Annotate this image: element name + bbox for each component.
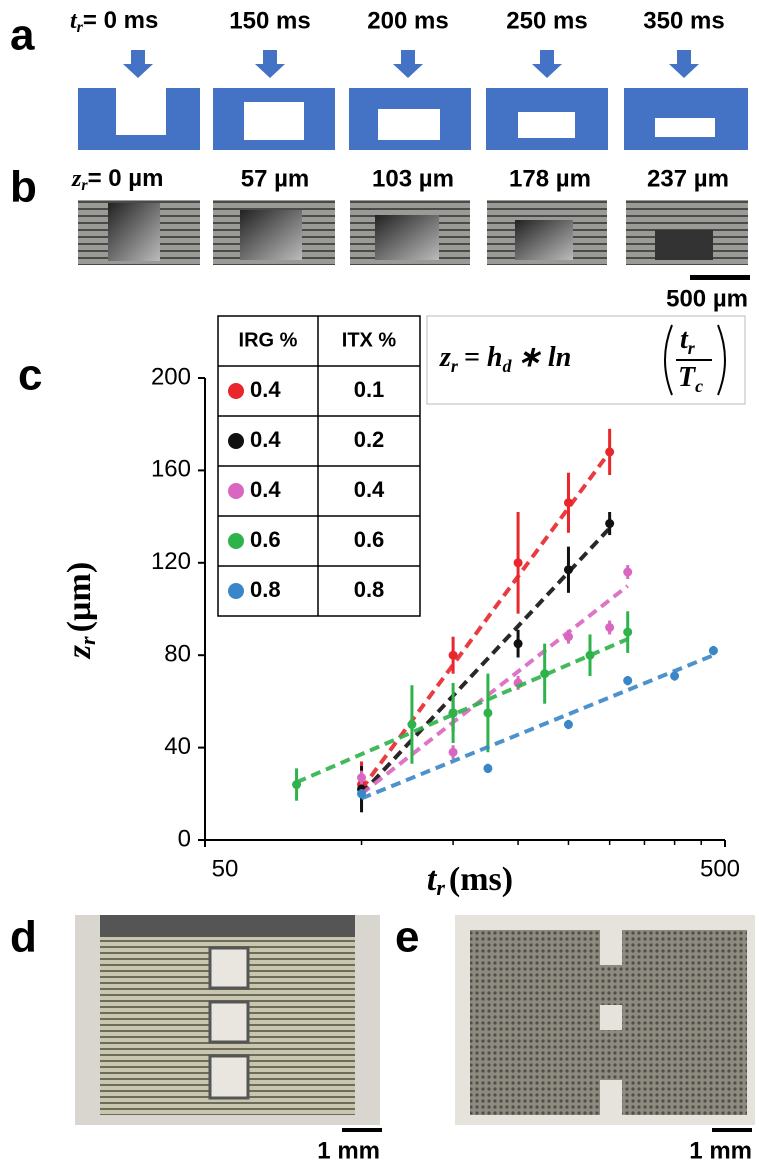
data-point <box>483 763 493 773</box>
data-point <box>513 639 523 649</box>
data-point <box>605 519 615 529</box>
data-point <box>357 789 367 799</box>
formula-text: zr = hd ∗ ln <box>439 342 571 376</box>
data-point <box>448 747 458 757</box>
formula: zr = hd ∗ ln tr Tc <box>439 324 726 396</box>
x-tick-label: 50 <box>212 855 239 882</box>
data-point <box>623 627 633 637</box>
legend-swatch <box>228 533 244 549</box>
legend-swatch <box>228 583 244 599</box>
scale-bar <box>712 1128 752 1132</box>
scale-label: 1 mm <box>317 1137 380 1164</box>
depth-label: 237 µm <box>647 165 729 192</box>
photo-e <box>455 915 755 1125</box>
table-cell: 0.8 <box>354 577 385 602</box>
data-point <box>563 498 573 508</box>
data-point <box>357 773 367 783</box>
table-cell: 0.6 <box>354 527 385 552</box>
table-cell: 0.4 <box>250 477 281 502</box>
panel-label: b <box>10 163 37 212</box>
table-cell: 0.2 <box>354 427 385 452</box>
y-tick-label: 120 <box>151 548 191 575</box>
panel-label: a <box>10 11 35 60</box>
time-label: tr= 0 ms <box>70 7 158 35</box>
plot: 0 40 80 120 160 200 50 500 IRG % ITX % 0.4 0.1 0.4 0.… <box>151 315 740 882</box>
fit-line <box>359 450 612 791</box>
y-tick-label: 200 <box>151 363 191 390</box>
y-axis-label: zr(µm) <box>61 562 100 659</box>
table-header: IRG % <box>239 329 298 351</box>
data-point <box>448 650 458 660</box>
schematics <box>78 88 748 150</box>
scale-label: 500 µm <box>666 285 748 312</box>
data-point <box>563 565 573 575</box>
y-tick-label: 40 <box>164 733 191 760</box>
data-point <box>585 650 595 660</box>
table-cell: 0.1 <box>354 377 385 402</box>
y-tick-label: 0 <box>178 825 191 852</box>
table-cell: 0.6 <box>250 527 281 552</box>
scale-label: 1 mm <box>689 1137 752 1164</box>
data-point <box>605 447 615 457</box>
micrographs <box>78 200 748 265</box>
data-point <box>605 622 615 632</box>
data-point <box>623 567 633 577</box>
fit-line <box>360 584 629 796</box>
time-label: 200 ms <box>367 7 448 34</box>
formula-text: tr <box>680 324 696 358</box>
scale-bar <box>342 1128 382 1132</box>
depth-label: 103 µm <box>372 165 454 192</box>
data-point <box>563 720 573 729</box>
scale-bar <box>690 275 750 280</box>
data-point <box>483 708 493 718</box>
table-cell: 0.4 <box>250 427 281 452</box>
fit-line <box>360 526 612 796</box>
data-point <box>292 780 302 790</box>
legend-swatch <box>228 433 244 449</box>
data-point <box>670 671 680 681</box>
time-label: 150 ms <box>229 7 310 34</box>
data-point <box>708 646 718 656</box>
arrows <box>123 50 699 78</box>
data-point <box>623 676 633 686</box>
depth-label: 57 µm <box>241 165 310 192</box>
panel-label: e <box>395 913 419 962</box>
y-tick-label: 160 <box>151 456 191 483</box>
data-point <box>540 669 550 679</box>
formula-text: Tc <box>678 362 703 396</box>
photo-d <box>75 915 380 1125</box>
time-label: 350 ms <box>643 7 724 34</box>
depth-label: zr= 0 µm <box>71 165 163 193</box>
table-cell: 0.4 <box>250 377 281 402</box>
fit-line <box>295 637 629 785</box>
y-tick-label: 80 <box>164 641 191 668</box>
data-point <box>448 708 458 718</box>
panel-label: c <box>18 351 42 400</box>
data-point <box>563 632 573 642</box>
data-point <box>513 558 523 568</box>
legend-swatch <box>228 483 244 499</box>
data-point <box>407 720 417 729</box>
panel-label: d <box>10 913 37 962</box>
table-header: ITX % <box>342 329 397 351</box>
x-axis-label: tr (ms) <box>427 861 513 900</box>
table-cell: 0.4 <box>354 477 385 502</box>
depth-label: 178 µm <box>509 165 591 192</box>
table-cell: 0.8 <box>250 577 281 602</box>
time-label: 250 ms <box>506 7 587 34</box>
legend-swatch <box>228 383 244 399</box>
x-tick-label: 500 <box>700 855 740 882</box>
